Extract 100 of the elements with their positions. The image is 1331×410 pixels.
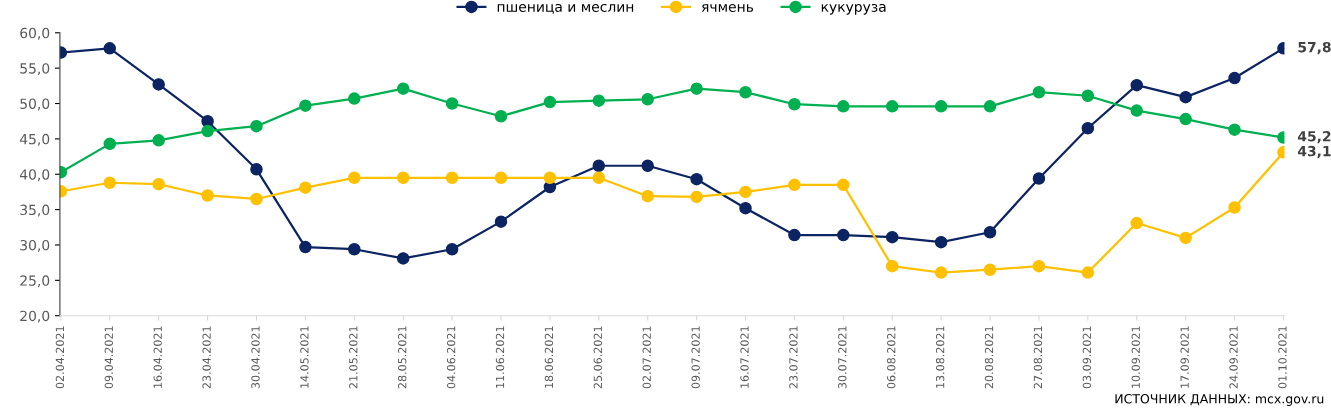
y-tick-label: 25,0 bbox=[20, 275, 50, 288]
point bbox=[445, 242, 459, 256]
x-tick-label: 02.04.2021 bbox=[55, 326, 65, 389]
x-tick-label: 02.07.2021 bbox=[642, 326, 651, 389]
data-label: 43,1 bbox=[1297, 145, 1331, 159]
point bbox=[396, 171, 410, 185]
point bbox=[445, 171, 459, 185]
y-tick-label: 30,0 bbox=[20, 239, 50, 252]
point bbox=[201, 189, 214, 202]
y-tick-label: 55,0 bbox=[20, 63, 50, 76]
x-tick-label: 11.06.2021 bbox=[495, 326, 505, 388]
point bbox=[494, 215, 508, 228]
x-tick-label: 23.07.2021 bbox=[789, 326, 798, 389]
point bbox=[690, 190, 703, 204]
x-tick-label: 27.08.2021 bbox=[1033, 326, 1043, 389]
point bbox=[885, 259, 899, 273]
data-label: 57,8 bbox=[1298, 41, 1331, 55]
point bbox=[299, 240, 312, 254]
y-tick-label: 50,0 bbox=[20, 98, 50, 111]
point bbox=[445, 97, 459, 110]
x-tick-label: 06.08.2021 bbox=[887, 326, 896, 389]
point bbox=[690, 172, 703, 186]
x-tick-label: 14.05.2021 bbox=[300, 326, 309, 388]
x-tick-label: 25.06.2021 bbox=[593, 326, 603, 389]
point bbox=[690, 82, 703, 95]
point bbox=[885, 230, 899, 244]
point bbox=[983, 263, 997, 276]
point bbox=[592, 159, 606, 173]
point bbox=[739, 85, 752, 99]
point bbox=[103, 42, 117, 55]
y-tick-label: 20,0 bbox=[20, 310, 50, 323]
point bbox=[103, 137, 117, 151]
y-tick-label: 45,0 bbox=[19, 133, 50, 146]
point bbox=[396, 82, 410, 95]
x-tick-label: 09.04.2021 bbox=[104, 326, 113, 389]
point bbox=[1130, 78, 1143, 92]
x-tick-label: 30.07.2021 bbox=[838, 326, 847, 389]
point bbox=[788, 97, 801, 111]
point bbox=[1179, 90, 1192, 104]
x-tick-label: 10.09.2021 bbox=[1131, 326, 1140, 388]
point bbox=[543, 95, 557, 109]
point bbox=[494, 110, 508, 123]
point bbox=[592, 94, 606, 107]
data-label: 45,2 bbox=[1297, 131, 1331, 144]
point bbox=[543, 171, 557, 185]
legend-label: ячмень bbox=[701, 3, 754, 12]
point bbox=[348, 171, 361, 185]
point bbox=[1130, 216, 1143, 230]
x-tick-label: 23.04.2021 bbox=[202, 326, 211, 389]
point bbox=[983, 100, 997, 113]
point bbox=[934, 266, 948, 279]
point bbox=[1130, 104, 1143, 117]
point bbox=[250, 192, 263, 206]
point bbox=[152, 177, 165, 191]
point bbox=[1179, 231, 1192, 245]
x-tick-label: 09.07.2021 bbox=[691, 326, 700, 389]
x-tick-label: 16.04.2021 bbox=[153, 326, 162, 388]
x-tick-label: 17.09.2021 bbox=[1180, 326, 1189, 388]
point bbox=[837, 100, 850, 113]
legend-label: пшеница и меслин bbox=[497, 3, 634, 14]
point bbox=[641, 159, 654, 173]
x-tick-label: 18.06.2021 bbox=[544, 326, 554, 388]
x-tick-label: 16.07.2021 bbox=[740, 326, 749, 388]
x-tick-label: 20.08.2021 bbox=[984, 326, 994, 389]
point bbox=[1032, 172, 1046, 185]
point bbox=[1228, 123, 1241, 136]
point bbox=[1179, 112, 1192, 126]
point bbox=[494, 171, 508, 185]
point bbox=[299, 99, 312, 112]
y-tick-label: 40,0 bbox=[19, 169, 50, 182]
point bbox=[788, 228, 801, 242]
point bbox=[934, 235, 948, 249]
point bbox=[1081, 266, 1095, 279]
point bbox=[152, 134, 165, 147]
x-tick-label: 04.06.2021 bbox=[446, 326, 456, 389]
x-tick-label: 28.05.2021 bbox=[398, 326, 407, 389]
point bbox=[1228, 71, 1241, 85]
point bbox=[250, 119, 263, 133]
point bbox=[201, 124, 214, 138]
point bbox=[739, 185, 752, 199]
y-tick-label: 35,0 bbox=[20, 204, 50, 217]
point bbox=[348, 242, 361, 256]
point bbox=[788, 178, 801, 192]
x-tick-label: 13.08.2021 bbox=[935, 326, 945, 388]
text: ИСТОЧНИК ДАННЫХ: mcx.gov.ru bbox=[1115, 394, 1324, 406]
point bbox=[983, 225, 997, 239]
point bbox=[1081, 89, 1095, 102]
point bbox=[641, 189, 654, 203]
legend-label: кукуруза bbox=[821, 3, 886, 15]
point bbox=[1032, 85, 1046, 99]
point bbox=[1228, 201, 1241, 214]
point bbox=[250, 163, 263, 176]
y-tick-label: 60,0 bbox=[20, 27, 50, 40]
point bbox=[396, 252, 410, 265]
x-tick-label: 30.04.2021 bbox=[251, 326, 260, 389]
point bbox=[641, 93, 654, 106]
point bbox=[152, 78, 165, 91]
point bbox=[837, 228, 850, 242]
point bbox=[103, 176, 117, 189]
point bbox=[837, 178, 850, 192]
